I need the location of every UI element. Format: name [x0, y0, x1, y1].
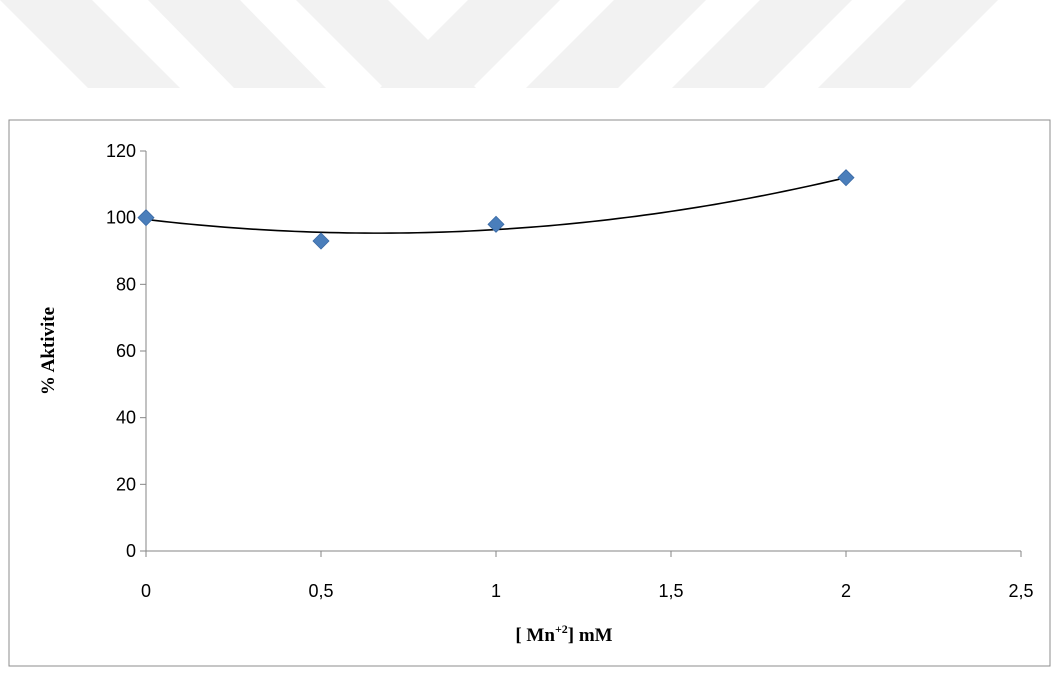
watermark-stripe-6 [818, 0, 998, 88]
y-tick-label: 40 [116, 408, 136, 428]
y-tick-label: 0 [126, 541, 136, 561]
watermark-stripe-5 [672, 0, 852, 88]
y-tick-label: 80 [116, 274, 136, 294]
x-tick-label: 2 [841, 581, 851, 601]
x-tick-label: 0,5 [308, 581, 333, 601]
x-tick-label: 1,5 [658, 581, 683, 601]
chart-frame [8, 119, 1051, 667]
x-axis-ticks: 0 0,5 1 1,5 2 2,5 [141, 551, 1034, 601]
data-points [137, 169, 855, 250]
watermark-stripe-0 [0, 0, 180, 88]
data-point [487, 215, 505, 233]
y-tick-label: 60 [116, 341, 136, 361]
x-axis-title: [ Mn+2] mM [515, 622, 612, 646]
x-tick-label: 0 [141, 581, 151, 601]
x-axis-title-suffix: ] mM [568, 625, 613, 646]
x-tick-label: 1 [491, 581, 501, 601]
watermark-stripes [0, 0, 998, 88]
x-tick-label: 2,5 [1008, 581, 1033, 601]
data-point [137, 209, 155, 227]
y-tick-label: 20 [116, 474, 136, 494]
y-axis-title: % Aktivite [38, 307, 59, 395]
data-point [312, 232, 330, 250]
y-tick-label: 120 [106, 141, 136, 161]
watermark-stripe-3 [380, 0, 560, 88]
x-axis-title-prefix: [ Mn [515, 625, 555, 646]
y-axis-ticks: 0 20 40 60 80 100 120 [106, 141, 146, 561]
watermark-stripe-4 [526, 0, 706, 88]
x-axis-title-superscript: +2 [555, 622, 568, 636]
watermark-stripe-1 [148, 0, 326, 88]
plot-area: 0 20 40 60 80 100 120 0 0,5 1 1,5 2 2,5 [106, 141, 1034, 601]
y-tick-label: 100 [106, 208, 136, 228]
data-point [837, 169, 855, 187]
